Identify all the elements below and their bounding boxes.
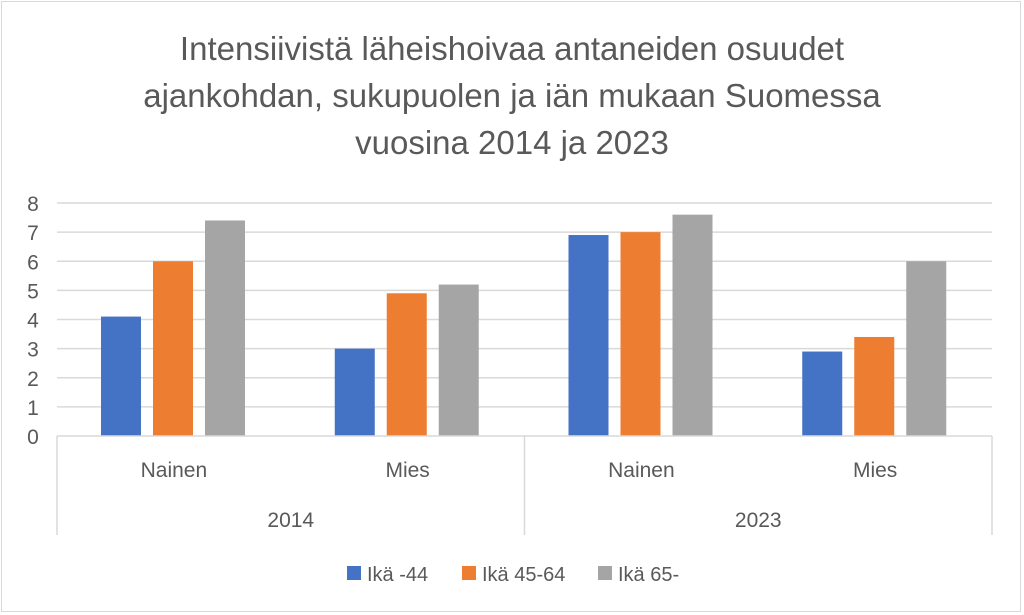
bar xyxy=(620,232,661,436)
chart-title-line: vuosina 2014 ja 2023 xyxy=(355,124,669,161)
legend-swatch xyxy=(462,566,476,580)
x-category-label: Nainen xyxy=(608,459,675,482)
x-category-label: Nainen xyxy=(141,459,208,482)
legend-item: Ikä 65- xyxy=(598,564,679,586)
y-tick-label: 1 xyxy=(27,397,39,420)
y-tick-label: 7 xyxy=(27,222,39,245)
x-category-label: Mies xyxy=(853,459,897,482)
x-group-label: 2014 xyxy=(267,509,314,532)
y-tick-label: 3 xyxy=(27,339,39,362)
bar xyxy=(205,220,245,436)
bar xyxy=(568,235,609,436)
y-tick-label: 5 xyxy=(27,280,39,303)
chart-title-line: Intensiivistä läheishoivaa antaneiden os… xyxy=(180,30,844,67)
bar xyxy=(906,261,947,436)
x-group-label: 2023 xyxy=(735,509,782,532)
bar xyxy=(672,214,713,436)
legend-swatch xyxy=(598,566,612,580)
bar xyxy=(334,348,375,436)
y-tick-label: 8 xyxy=(27,193,39,216)
legend-item: Ikä 45-64 xyxy=(462,564,565,586)
bar xyxy=(101,316,141,436)
legend-label: Ikä -44 xyxy=(367,564,428,586)
legend-label: Ikä 45-64 xyxy=(482,564,565,586)
legend-item: Ikä -44 xyxy=(347,564,428,586)
y-tick-label: 6 xyxy=(27,251,39,274)
legend-label: Ikä 65- xyxy=(618,564,679,586)
y-tick-label: 4 xyxy=(27,310,39,333)
chart-title-line: ajankohdan, sukupuolen ja iän mukaan Suo… xyxy=(143,77,881,114)
bar xyxy=(386,293,427,436)
x-category-label: Mies xyxy=(385,459,429,482)
bar xyxy=(854,336,895,436)
legend-swatch xyxy=(347,566,361,580)
y-tick-label: 0 xyxy=(27,426,39,449)
bar xyxy=(153,261,193,436)
bar xyxy=(438,284,479,436)
bar xyxy=(802,351,843,436)
y-tick-label: 2 xyxy=(27,368,39,391)
